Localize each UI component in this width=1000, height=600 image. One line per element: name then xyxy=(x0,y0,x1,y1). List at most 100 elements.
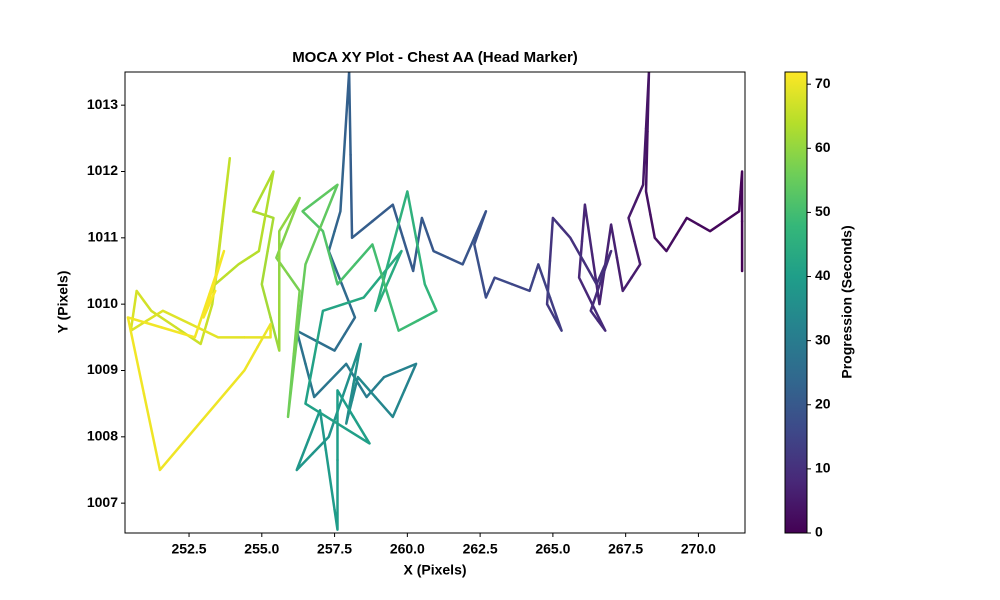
colorbar-tick-label: 20 xyxy=(815,395,831,411)
trajectory-segment xyxy=(739,170,744,223)
colorbar-tick-label: 30 xyxy=(815,331,831,347)
x-tick-label: 262.5 xyxy=(463,541,498,557)
trajectory-segment xyxy=(582,259,606,286)
trajectory-segment xyxy=(426,233,450,259)
trajectory-segment xyxy=(580,203,594,256)
trajectory-segment xyxy=(278,213,291,293)
trajectory-segment xyxy=(307,409,328,452)
axes-frame xyxy=(124,71,746,534)
trajectory-segment xyxy=(545,259,556,319)
trajectory-segment xyxy=(314,332,347,352)
chart-title: MOCA XY Plot - Chest AA (Head Marker) xyxy=(292,49,578,66)
trajectory-segment xyxy=(697,219,726,233)
trajectory-segment xyxy=(200,346,259,422)
x-tick-label: 267.5 xyxy=(608,541,643,557)
y-tick-label: 1009 xyxy=(87,361,118,377)
trajectory-segment xyxy=(324,448,336,512)
colorbar-tick-label: 70 xyxy=(815,75,831,91)
trajectory-segment xyxy=(644,72,651,133)
y-tick-label: 1013 xyxy=(87,96,118,112)
trajectory-segment xyxy=(374,369,402,389)
trajectory-segment xyxy=(145,309,192,326)
trajectory-segment xyxy=(342,273,384,306)
trajectory-segment xyxy=(328,362,358,382)
plot-area xyxy=(126,72,744,531)
trajectory-segment xyxy=(384,286,419,332)
trajectory-segment xyxy=(374,389,406,419)
trajectory-segment xyxy=(275,226,290,276)
trajectory-segment xyxy=(390,190,418,253)
trajectory-segment xyxy=(311,219,332,259)
trajectory-segment xyxy=(473,226,482,273)
trajectory-segment xyxy=(208,289,217,306)
x-tick-label: 255.0 xyxy=(244,541,279,557)
trajectory-segment xyxy=(644,130,652,216)
trajectory-segment xyxy=(243,329,272,339)
trajectory-segment xyxy=(532,263,552,299)
trajectory-segment xyxy=(577,239,594,306)
x-tick-label: 257.5 xyxy=(317,541,352,557)
trajectory-segment xyxy=(414,236,432,299)
trajectory-segment xyxy=(416,216,429,246)
trajectory-segment xyxy=(353,243,387,289)
trajectory-segment xyxy=(219,156,232,233)
y-tick-label: 1012 xyxy=(87,162,118,178)
y-tick-label: 1007 xyxy=(87,494,118,510)
trajectory-segment xyxy=(256,322,272,349)
trajectory-segment xyxy=(355,379,377,399)
trajectory-segment xyxy=(374,249,393,313)
trajectory-segment xyxy=(473,210,488,240)
trajectory-segment xyxy=(589,279,603,322)
x-tick-label: 270.0 xyxy=(681,541,716,557)
x-tick-label: 260.0 xyxy=(390,541,425,557)
trajectory-segment xyxy=(416,296,438,322)
trajectory-segment xyxy=(260,249,272,319)
trajectory-segment xyxy=(312,302,345,359)
colorbar-tick-label: 10 xyxy=(815,460,831,476)
trajectory-segment xyxy=(304,362,332,399)
trajectory-segment xyxy=(371,203,405,240)
trajectory-segment xyxy=(304,355,339,425)
trajectory-segment xyxy=(350,375,377,402)
trajectory-segment xyxy=(251,190,265,216)
trajectory-segment xyxy=(262,213,275,253)
trajectory-segment xyxy=(269,289,281,352)
trajectory-segment xyxy=(381,249,403,283)
trajectory-segment xyxy=(333,140,347,233)
y-tick-label: 1011 xyxy=(88,229,119,245)
x-axis-label: X (Pixels) xyxy=(403,562,466,578)
trajectory-segment xyxy=(675,216,700,236)
trajectory-segment xyxy=(590,302,607,332)
trajectory-segment xyxy=(630,239,642,279)
trajectory-segment xyxy=(599,249,613,283)
trajectory-segment xyxy=(262,170,275,213)
colorbar-tick-label: 60 xyxy=(815,139,831,155)
y-tick-label: 1010 xyxy=(87,295,118,311)
trajectory-segment xyxy=(286,196,301,230)
y-tick-label: 1008 xyxy=(87,428,118,444)
y-axis-label: Y (Pixels) xyxy=(55,271,71,334)
trajectory-segment xyxy=(225,256,250,276)
trajectory-segment xyxy=(634,127,648,203)
trajectory-segment xyxy=(142,299,178,329)
trajectory-segment xyxy=(160,292,211,339)
trajectory-segment xyxy=(649,213,662,246)
trajectory-segment xyxy=(344,382,355,425)
trajectory-segment xyxy=(659,233,678,253)
trajectory-segment xyxy=(510,276,536,293)
trajectory-segment xyxy=(205,229,223,326)
trajectory-segment xyxy=(489,276,514,289)
trajectory-segment xyxy=(604,223,619,266)
trajectory-segment xyxy=(401,236,419,273)
colorbar-tick-label: 40 xyxy=(815,267,831,283)
trajectory-segment xyxy=(340,283,357,336)
trajectory-segment xyxy=(548,216,563,263)
trajectory-segment xyxy=(202,283,216,319)
colorbar xyxy=(784,71,808,534)
trajectory-segment xyxy=(446,236,476,266)
trajectory-segment xyxy=(318,183,339,226)
trajectory-segment xyxy=(301,196,322,223)
trajectory-segment xyxy=(548,296,563,332)
trajectory-segment xyxy=(336,415,371,445)
